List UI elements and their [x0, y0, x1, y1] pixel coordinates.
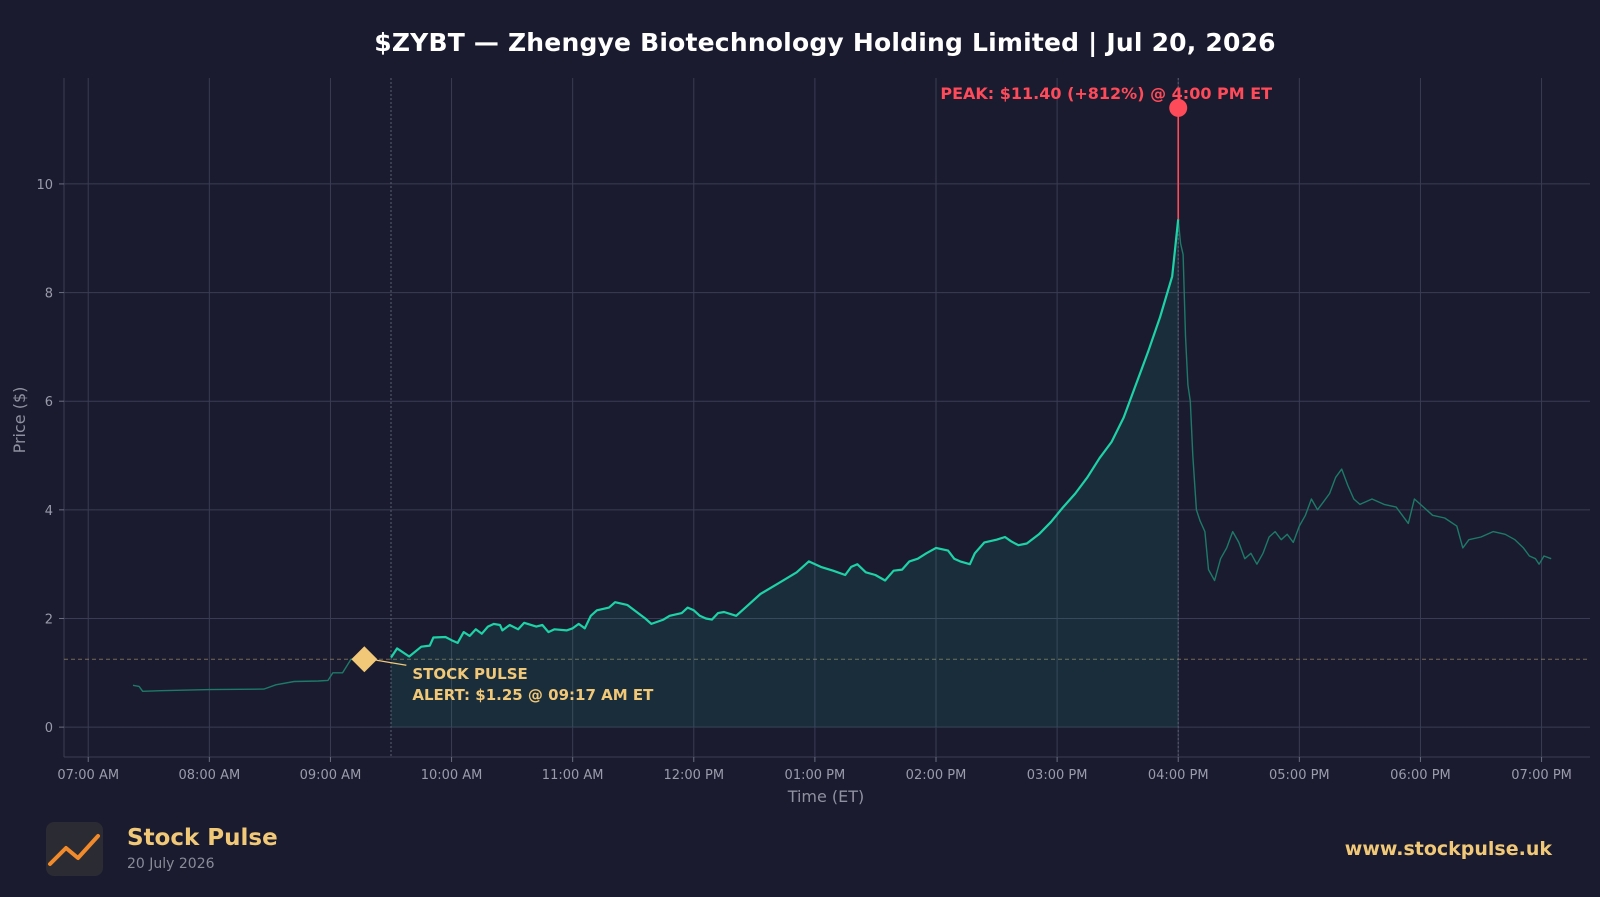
y-tick-label: 4 [45, 504, 53, 519]
tick-layer: 07:00 AM 08:00 AM 09:00 AM 10:00 AM 11:00 AM… [36, 178, 1571, 783]
x-tick-label: 08:00 AM [178, 768, 240, 783]
footer-url-link[interactable]: www.stockpulse.uk [1344, 838, 1552, 860]
alert-marker [351, 646, 378, 673]
chart-title: $ZYBT — Zhengye Biotechnology Holding Li… [374, 28, 1276, 57]
stock-pulse-logo [46, 822, 103, 876]
x-tick-label: 06:00 PM [1390, 768, 1451, 783]
alert-label-line2: ALERT: $1.25 @ 09:17 AM ET [412, 686, 654, 704]
x-tick-label: 01:00 PM [785, 768, 846, 783]
x-tick-label: 07:00 PM [1511, 768, 1572, 783]
regular-session-area [391, 219, 1179, 728]
peak-label: PEAK: $11.40 (+812%) @ 4:00 PM ET [940, 84, 1272, 103]
pre-market-line [132, 658, 365, 692]
peak-marker [1169, 98, 1188, 117]
alert-label-line1: STOCK PULSE [412, 665, 527, 683]
rising-line-chart-icon [48, 834, 100, 866]
x-tick-label: 07:00 AM [57, 768, 119, 783]
y-axis-title: Price ($) [10, 387, 29, 454]
after-hours-line [1177, 219, 1552, 582]
x-tick-label: 12:00 PM [663, 768, 724, 783]
y-tick-label: 8 [45, 287, 53, 302]
x-tick-label: 11:00 AM [542, 768, 604, 783]
x-tick-label: 03:00 PM [1027, 768, 1088, 783]
y-tick-label: 0 [45, 721, 53, 736]
x-axis-title: Time (ET) [787, 787, 865, 806]
footer-brand: Stock Pulse [127, 825, 278, 851]
line-layer [132, 219, 1552, 692]
y-tick-label: 10 [36, 178, 53, 193]
area-layer [391, 219, 1179, 728]
x-tick-label: 04:00 PM [1148, 768, 1209, 783]
x-tick-label: 05:00 PM [1269, 768, 1330, 783]
x-tick-label: 10:00 AM [421, 768, 483, 783]
y-tick-label: 6 [45, 395, 53, 410]
grid-layer [63, 78, 1590, 758]
regular-session-line [390, 219, 1180, 659]
x-tick-label: 09:00 AM [300, 768, 362, 783]
x-tick-label: 02:00 PM [906, 768, 967, 783]
marker-layer: PEAK: $11.40 (+812%) @ 4:00 PM ET STOCK P… [351, 84, 1272, 704]
alert-pointer [376, 659, 407, 666]
footer-date: 20 July 2026 [127, 856, 215, 872]
y-tick-label: 2 [45, 612, 53, 627]
